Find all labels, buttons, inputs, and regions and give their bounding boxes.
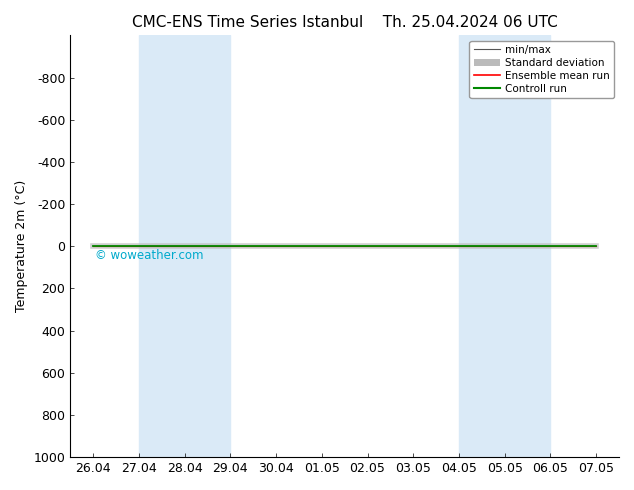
Text: © woweather.com: © woweather.com [96, 249, 204, 262]
Bar [459, 35, 550, 457]
Legend: min/max, Standard deviation, Ensemble mean run, Controll run: min/max, Standard deviation, Ensemble me… [469, 41, 614, 98]
Title: CMC-ENS Time Series Istanbul    Th. 25.04.2024 06 UTC: CMC-ENS Time Series Istanbul Th. 25.04.2… [132, 15, 557, 30]
Y-axis label: Temperature 2m (°C): Temperature 2m (°C) [15, 180, 28, 312]
Bar [139, 35, 230, 457]
